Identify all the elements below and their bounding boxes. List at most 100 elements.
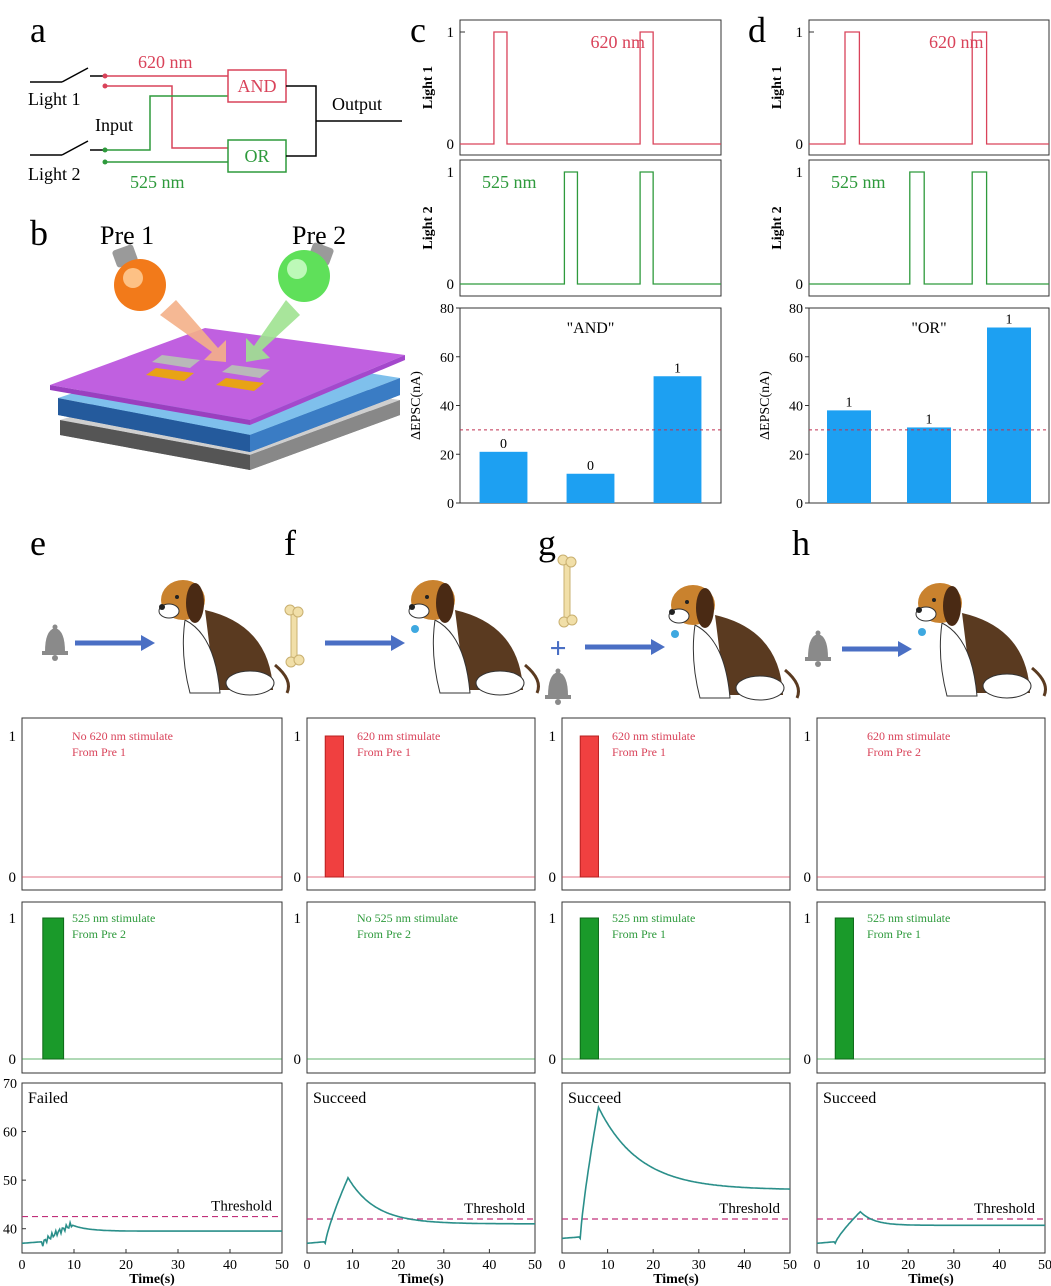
y-tick-label: 0 xyxy=(796,497,803,512)
bar-value-label: 0 xyxy=(587,459,594,474)
tick-label-0: 0 xyxy=(796,277,804,293)
epsc-trace xyxy=(306,1175,535,1246)
light1-axis-label: Light 1 xyxy=(421,66,436,109)
x-tick-label: 0 xyxy=(814,1258,821,1273)
dog-tail xyxy=(784,668,800,699)
light2-frame xyxy=(561,901,791,1074)
light2-annotation: 525 nm stimulate xyxy=(72,911,155,925)
bell-rim xyxy=(42,651,68,655)
light2-annotation: 525 nm stimulate xyxy=(867,911,950,925)
y-tick-label: 0 xyxy=(447,497,454,512)
plus-icon: + xyxy=(549,632,566,665)
bar-value-label: 1 xyxy=(846,395,853,410)
x-axis-label: Time(s) xyxy=(653,1272,699,1286)
dog-haunch xyxy=(982,673,1032,699)
x-tick-label: 40 xyxy=(992,1258,1006,1273)
light2-pulse-trace xyxy=(460,171,721,285)
bell-rim xyxy=(545,695,571,699)
arrow-head-icon xyxy=(141,635,155,651)
arrow-head-icon xyxy=(651,639,665,655)
result-label: Succeed xyxy=(823,1090,876,1107)
bone-knob xyxy=(293,654,305,666)
dog-nose xyxy=(916,607,922,613)
x-tick-label: 10 xyxy=(601,1258,615,1273)
light1-annotation: 620 nm stimulate xyxy=(867,729,950,743)
panel-label-h: h xyxy=(792,523,810,563)
output-label: Output xyxy=(332,94,382,114)
x-tick-label: 20 xyxy=(391,1258,405,1273)
threshold-label: Threshold xyxy=(464,1201,525,1217)
light2-pulse xyxy=(579,917,599,1060)
tick-label-1: 1 xyxy=(796,25,804,41)
y-tick-label: 50 xyxy=(3,1174,17,1189)
light2-frame xyxy=(21,901,283,1074)
y-tick-label: 60 xyxy=(3,1126,17,1141)
tick-label-1: 1 xyxy=(294,729,302,745)
light2-pulse-frame xyxy=(459,159,722,297)
dog-eye xyxy=(425,595,429,599)
light1-frame xyxy=(561,717,791,891)
dog-eye xyxy=(685,600,689,604)
x-tick-label: 40 xyxy=(223,1258,237,1273)
panel-label-a: a xyxy=(30,10,46,50)
x-tick-label: 20 xyxy=(119,1258,133,1273)
y-tick-label: 40 xyxy=(3,1223,17,1238)
x-axis-label: Time(s) xyxy=(398,1272,444,1286)
tick-label-1: 1 xyxy=(9,911,17,927)
x-tick-label: 30 xyxy=(947,1258,961,1273)
panel-label-e: e xyxy=(30,523,46,563)
logic-circuit-diagram: Light 1 Light 2 Input 620 nm 525 nm AND … xyxy=(28,52,402,192)
tick-label-1: 1 xyxy=(804,911,812,927)
y-tick-label: 60 xyxy=(440,351,454,366)
bone-shaft xyxy=(563,559,571,623)
light2-pulse xyxy=(42,917,65,1060)
drool-drop xyxy=(918,628,926,636)
dog-chest xyxy=(939,622,978,697)
bone-knob xyxy=(292,606,304,618)
y-tick-label: 20 xyxy=(789,448,803,463)
bell-icon xyxy=(545,668,571,705)
panel-c-and-logic: 1 0 Light 1 620 nm 1 0 Light 2 525 nm 0 20 40 60 80 Δ… xyxy=(409,19,722,512)
dog-eye xyxy=(175,595,179,599)
tick-label-1: 1 xyxy=(294,911,302,927)
wavelength-620-label: 620 nm xyxy=(138,52,193,72)
panel-d-or-logic: 1 0 Light 1 620 nm 1 0 Light 2 525 nm 0 20 40 60 80 Δ… xyxy=(758,19,1050,512)
y-tick-label: 40 xyxy=(789,400,803,415)
dog-eye xyxy=(932,598,936,602)
x-axis-label: Time(s) xyxy=(129,1272,175,1286)
x-tick-label: 30 xyxy=(692,1258,706,1273)
dog-tail xyxy=(524,663,540,694)
light2-wavelength-label: 525 nm xyxy=(482,172,537,192)
y-tick-label: 20 xyxy=(440,448,454,463)
light2-annotation: From Pre 1 xyxy=(612,927,666,941)
light1-annotation: 620 nm stimulate xyxy=(357,729,440,743)
tick-label-0: 0 xyxy=(9,870,17,886)
dog-icon xyxy=(158,580,290,696)
tick-label-1: 1 xyxy=(804,729,812,745)
dog-back xyxy=(205,610,273,690)
bar xyxy=(907,427,951,503)
light2-pulse-trace xyxy=(809,171,1049,285)
x-tick-label: 10 xyxy=(346,1258,360,1273)
bell-body xyxy=(45,628,65,652)
pre1-label: Pre 1 xyxy=(100,221,154,250)
bell-top xyxy=(815,630,821,636)
light2-wavelength-label: 525 nm xyxy=(831,172,886,192)
drool-drop xyxy=(411,625,419,633)
bar xyxy=(479,451,528,503)
orange-bulb-icon xyxy=(112,244,166,311)
epsc-trace xyxy=(816,1210,1045,1245)
epsc-trace xyxy=(561,1104,790,1241)
light2-annotation: From Pre 2 xyxy=(72,927,126,941)
switch-2 xyxy=(61,140,89,156)
bell-clapper xyxy=(52,655,58,661)
dog-icon xyxy=(408,580,540,696)
x-tick-label: 0 xyxy=(19,1258,26,1273)
bar-value-label: 1 xyxy=(674,361,681,376)
light1-annotation: From Pre 1 xyxy=(357,745,411,759)
threshold-label: Threshold xyxy=(974,1201,1035,1217)
bell-body xyxy=(808,634,828,658)
bell-body xyxy=(548,672,568,696)
tick-label-0: 0 xyxy=(9,1052,17,1068)
